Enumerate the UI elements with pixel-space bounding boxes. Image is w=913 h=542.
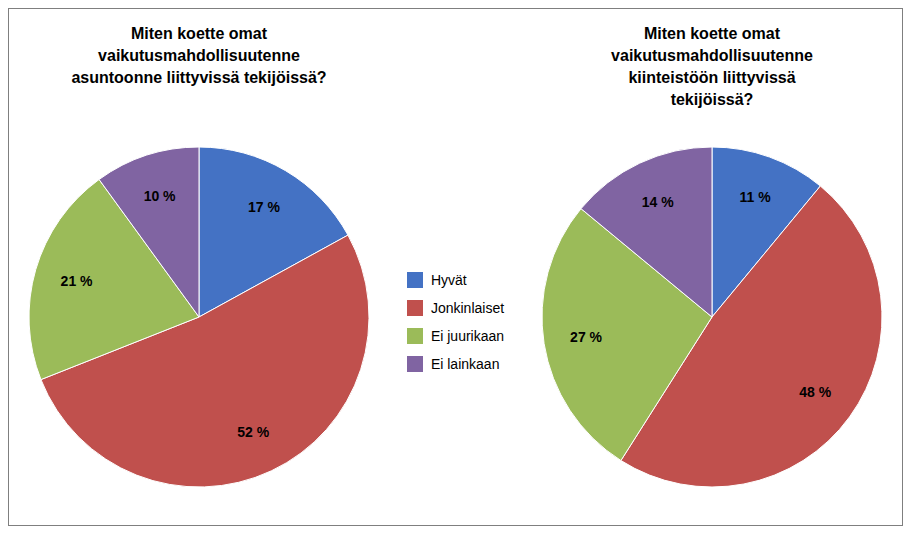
svg-text:27 %: 27 % — [570, 329, 602, 345]
svg-text:17 %: 17 % — [248, 199, 280, 215]
html-text:Miten koette omat vaikutusmahd: Miten koette omat vaikutusmahdollisuuten… — [71, 25, 327, 86]
html-text:Ei lainkaan: Ei lainkaan — [430, 356, 500, 372]
svg-text:11 %: 11 % — [740, 189, 772, 205]
svg-text:14 %: 14 % — [642, 194, 674, 210]
svg-text:21 %: 21 % — [61, 273, 93, 289]
svg-text:52 %: 52 % — [237, 424, 269, 440]
html-text:Hyvät: Hyvät — [430, 272, 467, 288]
svg-text:10 %: 10 % — [144, 188, 176, 204]
html-text:Jonkinlaiset: Jonkinlaiset — [430, 300, 505, 316]
svg-text:48 %: 48 % — [799, 384, 831, 400]
html-text:Miten koette omat vaikutusmahd: Miten koette omat vaikutusmahdollisuuten… — [611, 25, 813, 108]
html-text:Ei juurikaan: Ei juurikaan — [430, 328, 505, 344]
